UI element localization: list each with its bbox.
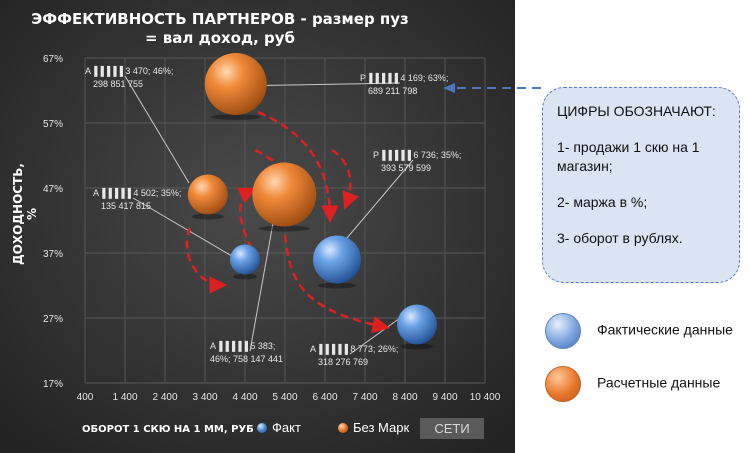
plan-bubble[interactable]	[204, 53, 267, 115]
y-tick-label: 37%	[43, 249, 63, 260]
x-tick-label: 7 400	[352, 392, 377, 403]
data-label-line2: 298 851 755	[93, 79, 143, 89]
legend-fact-row: Фактические данные	[545, 313, 733, 349]
bubble-shadow	[191, 213, 224, 220]
trajectory-arrow	[283, 234, 390, 334]
data-label: А▐▐▐▐▐ 4 502; 35%; 135 417 815	[93, 187, 181, 211]
data-label-line1: А▐▐▐▐▐ 3 470; 46%;	[85, 65, 173, 77]
leader-line	[335, 159, 414, 252]
legend-note-box: ЦИФРЫ ОБОЗНАЧАЮТ: 1- продажи 1 скю на 1 …	[542, 87, 740, 283]
trajectory-arrow	[185, 227, 227, 294]
plan-circle-icon	[545, 366, 581, 402]
legend-fact-label: Факт	[272, 420, 301, 435]
data-label: А▐▐▐▐▐ 8 773; 26%; 318 276 769	[310, 343, 398, 367]
data-label-line1: Р▐▐▐▐▐ 4 169; 63%;	[360, 72, 448, 84]
data-label-line2: 689 211 798	[368, 86, 417, 96]
y-tick-label: 47%	[43, 184, 63, 195]
fact-circle-icon	[545, 313, 581, 349]
legend-plan-row: Расчетные данные	[545, 366, 720, 402]
note-item-2: 2- маржа в %;	[557, 194, 648, 210]
x-tick-label: 5 400	[272, 392, 297, 403]
data-label: Р▐▐▐▐▐ 6 736; 35%; 393 579 599	[373, 149, 461, 173]
data-label-line1: А▐▐▐▐▐ 4 502; 35%;	[93, 187, 181, 199]
fact-bubble-icon	[257, 423, 267, 433]
plan-bubble-icon	[338, 423, 348, 433]
legend-fact-text: Фактические данные	[597, 321, 733, 338]
data-label-line1: Р▐▐▐▐▐ 6 736; 35%;	[373, 149, 461, 161]
trajectory-arrow	[236, 187, 260, 261]
bubble-shadow	[233, 273, 257, 280]
data-label-line2: 135 417 815	[101, 201, 151, 211]
legend-item-fact[interactable]: Факт	[257, 420, 301, 435]
chart-title: ЭФФЕКТИВНОСТЬ ПАРТНЕРОВ - размер пуз = в…	[31, 10, 409, 47]
data-label-line1: А▐▐▐▐▐ 5 383;	[210, 340, 275, 352]
chart-panel: 17% 27% 37% 47% 57% 67% 400 1 400 2 400 3 400 4 40…	[0, 0, 515, 453]
legend-plan-label: Без Марк	[353, 420, 410, 435]
x-tick-label: 400	[77, 392, 94, 403]
data-label: Р▐▐▐▐▐ 4 169; 63%; 689 211 798	[360, 72, 448, 96]
x-tick-label: 6 400	[312, 392, 337, 403]
seti-button[interactable]: СЕТИ	[420, 418, 484, 439]
plan-bubble[interactable]	[187, 174, 228, 215]
note-item-3: 3- оборот в рублях.	[557, 230, 683, 246]
bubble-shadow	[210, 114, 261, 120]
fact-bubble[interactable]	[397, 304, 437, 345]
leader-line	[132, 197, 243, 263]
x-tick-label: 8 400	[392, 392, 417, 403]
x-tick-label: 3 400	[192, 392, 217, 403]
note-item-1: 1- продажи 1 скю на 1 магазин;	[557, 139, 700, 174]
bubble-shadow	[401, 343, 433, 350]
y-tick-label: 27%	[43, 314, 63, 325]
bubble-chart: 17% 27% 37% 47% 57% 67% 400 1 400 2 400 3 400 4 40…	[0, 0, 515, 453]
trajectory-arrow	[331, 148, 359, 210]
data-label-line2: 318 276 769	[318, 357, 368, 367]
data-label-line2: 46%; 758 147 441	[210, 354, 283, 364]
x-tick-label: 9 400	[432, 392, 457, 403]
data-label-line2: 393 579 599	[381, 163, 431, 173]
bubble-shadow	[317, 282, 357, 289]
bubble-shadow	[258, 225, 310, 232]
data-label-line1: А▐▐▐▐▐ 8 773; 26%;	[310, 343, 398, 355]
x-axis-label: ОБОРОТ 1 СКЮ НА 1 ММ, РУБ	[82, 424, 254, 435]
y-tick-label: 57%	[43, 119, 63, 130]
data-label: А▐▐▐▐▐ 5 383; 46%; 758 147 441	[210, 340, 283, 364]
legend-plan-text: Расчетные данные	[597, 374, 721, 391]
trajectory-arrow	[257, 110, 339, 223]
y-tick-label: 67%	[43, 54, 63, 65]
data-label: А▐▐▐▐▐ 3 470; 46%; 298 851 755	[85, 65, 173, 89]
x-tick-label: 1 400	[112, 392, 137, 403]
fact-bubble[interactable]	[230, 244, 260, 275]
x-tick-label: 2 400	[152, 392, 177, 403]
y-axis-label: ДОХОДНОСТЬ, %	[11, 163, 39, 265]
x-tick-label: 4 400	[232, 392, 257, 403]
note-title: ЦИФРЫ ОБОЗНАЧАЮТ:	[557, 103, 716, 119]
plan-bubble[interactable]	[252, 162, 317, 227]
fact-bubble[interactable]	[313, 235, 361, 284]
leader-line	[349, 317, 401, 355]
dashed-arrow	[443, 83, 542, 93]
leader-line	[124, 75, 190, 184]
y-tick-label: 17%	[43, 379, 63, 390]
x-tick-label: 10 400	[470, 392, 501, 403]
legend-item-plan[interactable]: Без Марк	[338, 420, 409, 435]
